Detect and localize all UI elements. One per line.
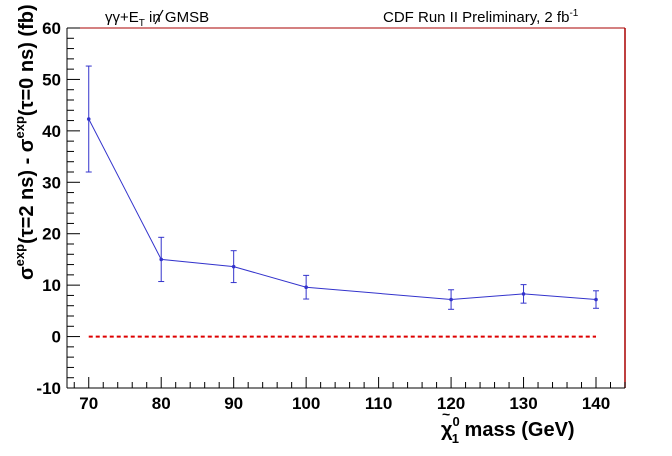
y-tick-label: -10 [36,379,61,398]
data-point [521,292,526,296]
data-point [594,297,598,302]
y-axis-title: σexp(τ=2 ns) - σexp(τ=0 ns) (fb) [12,4,38,280]
x-tick-label: 70 [79,394,98,413]
y-tick-label: 10 [42,276,61,295]
data-point [86,117,91,121]
y-tick-label: 40 [42,122,61,141]
met-symbol: E [129,9,139,26]
y-tick-label: 20 [42,225,61,244]
x-tick-label: 120 [437,394,465,413]
svg-text:σexp(τ=2 ns) - σexp(τ=0 ns) (f: σexp(τ=2 ns) - σexp(τ=0 ns) (fb) [12,4,38,280]
y-tick-label: 60 [42,19,61,38]
title-right: CDF Run II Preliminary, 2 fb-1 [383,8,579,26]
x-tick-label: 80 [152,394,171,413]
x-tick-label: 140 [582,394,610,413]
met-slash [154,9,164,25]
data-point [449,297,453,302]
data-point [159,257,164,262]
x-tick-label: 110 [365,394,392,413]
y-tick-label: 0 [52,328,61,347]
x-tick-label: 100 [292,394,320,413]
y-tick-label: 50 [42,70,61,89]
data-point [231,264,236,269]
chi-tilde: ~ [442,406,450,422]
x-axis-title: χ0 1 mass (GeV) [441,414,575,446]
x-tick-label: 90 [224,394,243,413]
data-point [304,285,308,290]
x-tick-label: 130 [509,394,537,413]
y-tick-label: 30 [42,173,61,192]
